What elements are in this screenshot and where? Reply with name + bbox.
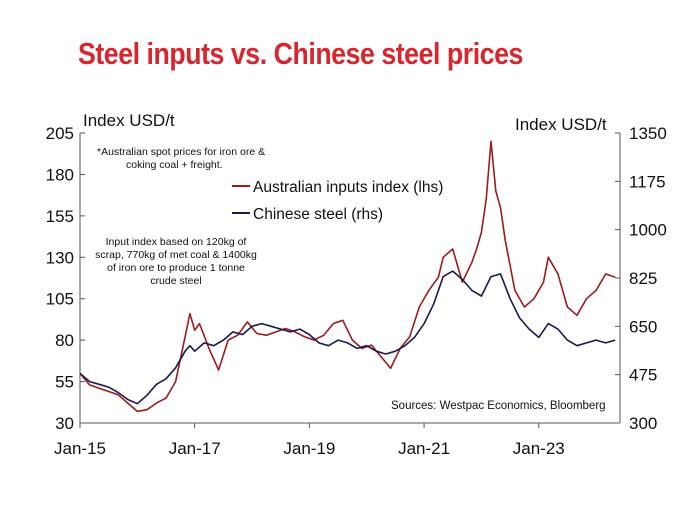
legend: Australian inputs index (lhs) Chinese st…: [232, 179, 443, 223]
x-tick-label: Jan-17: [169, 439, 221, 458]
source-note: Sources: Westpac Economics, Bloomberg: [391, 400, 606, 412]
left-tick-label: 105: [46, 290, 74, 309]
note-top: *Australian spot prices for iron ore & c…: [97, 146, 265, 171]
note-mid-line-4: crude steel: [150, 275, 201, 287]
x-tick-label: Jan-23: [513, 439, 565, 458]
x-axis-ticks: Jan-15 Jan-17 Jan-19 Jan-21 Jan-23: [54, 423, 565, 458]
note-mid-line-3: of iron ore to produce 1 tonne: [107, 262, 245, 274]
note-top-line-2: coking coal + freight.: [126, 159, 223, 171]
left-tick-label: 155: [46, 207, 74, 226]
left-tick-label: 205: [46, 124, 74, 143]
left-tick-label: 30: [55, 414, 74, 433]
right-axis-label: Index USD/t: [515, 115, 607, 134]
chart-title: Steel inputs vs. Chinese steel prices: [78, 36, 523, 71]
series-line-australian-inputs: [79, 140, 616, 413]
x-tick-label: Jan-19: [283, 439, 335, 458]
note-mid-line-2: scrap, 770kg of met coal & 1400kg: [95, 249, 257, 261]
right-tick-label: 1350: [629, 124, 667, 143]
legend-label-australian: Australian inputs index (lhs): [253, 179, 443, 196]
series-line-chinese-steel: [79, 270, 616, 405]
left-tick-label: 180: [46, 165, 74, 184]
right-tick-label: 650: [629, 317, 657, 336]
left-axis-label: Index USD/t: [83, 111, 175, 130]
right-y-axis-ticks: 300 475 650 825 1000 1175 1350: [615, 124, 667, 433]
right-tick-label: 300: [629, 414, 657, 433]
note-mid-line-1: Input index based on 120kg of: [106, 236, 247, 248]
left-y-axis-ticks: 30 55 80 105 130 155 180 205: [46, 124, 85, 433]
left-tick-label: 80: [55, 331, 74, 350]
legend-label-chinese: Chinese steel (rhs): [253, 206, 383, 223]
right-tick-label: 475: [629, 366, 657, 385]
right-tick-label: 1000: [629, 221, 667, 240]
series-lines: [79, 140, 616, 413]
right-tick-label: 825: [629, 269, 657, 288]
x-tick-label: Jan-15: [54, 439, 106, 458]
right-tick-label: 1175: [629, 172, 666, 191]
note-top-line-1: *Australian spot prices for iron ore &: [97, 146, 265, 158]
left-tick-label: 130: [46, 248, 74, 267]
left-tick-label: 55: [55, 373, 74, 392]
x-tick-label: Jan-21: [398, 439, 450, 458]
note-mid: Input index based on 120kg of scrap, 770…: [95, 236, 257, 287]
